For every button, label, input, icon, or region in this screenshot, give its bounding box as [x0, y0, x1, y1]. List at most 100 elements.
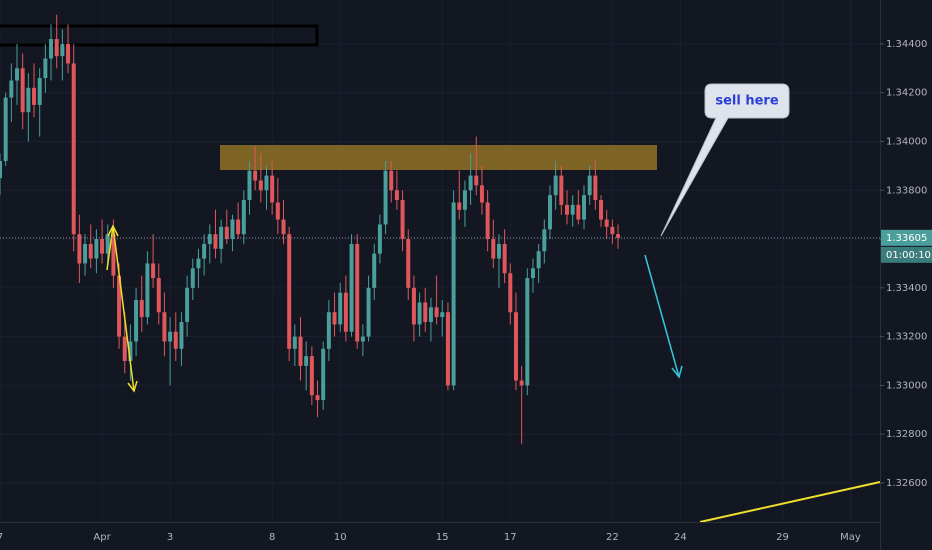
candle-body [457, 202, 462, 210]
x-tick-label: 29 [776, 532, 789, 543]
candle-body [338, 292, 343, 325]
candle-body [71, 63, 76, 235]
candle-body [236, 219, 241, 235]
candle-body [525, 278, 530, 386]
candle-body [230, 219, 235, 240]
candle-body [241, 200, 246, 235]
candle-body [553, 175, 558, 196]
candle-body [117, 275, 122, 337]
candle-body [275, 202, 280, 220]
x-tick-label: 7 [0, 532, 3, 543]
y-tick-label: 1.32600 [886, 478, 927, 489]
candle-body [485, 202, 490, 240]
countdown-box [881, 246, 932, 263]
y-tick-label: 1.32800 [886, 429, 927, 440]
candle-body [111, 234, 116, 276]
arrow-head [127, 380, 138, 393]
candle-body [616, 234, 621, 238]
candle-body [423, 302, 428, 322]
y-tick-label: 1.34000 [886, 136, 927, 147]
candle-body [343, 292, 348, 332]
candle-body [264, 175, 269, 191]
candle-body [258, 180, 263, 191]
candle-body [565, 204, 569, 215]
candle-body [332, 312, 337, 325]
candle-body [513, 312, 518, 381]
candle-body [139, 300, 144, 318]
candle-body [508, 273, 513, 313]
y-tick-label: 1.33200 [886, 332, 927, 343]
candle-body [372, 253, 377, 288]
resistance-zone [220, 145, 657, 170]
candle-body [434, 307, 439, 318]
candle-body [496, 243, 501, 259]
candle-body [202, 243, 207, 259]
candle-body [281, 219, 286, 235]
candle-body [468, 175, 473, 191]
candle-body [377, 224, 382, 254]
candle-body [100, 239, 105, 254]
candle-body [185, 287, 190, 322]
candle-body [213, 234, 218, 249]
candle-body [66, 43, 71, 64]
candle-body [292, 336, 297, 349]
candle-body [88, 243, 93, 259]
candle-body [593, 175, 598, 201]
candle-body [145, 263, 150, 318]
candle-body [190, 268, 195, 288]
candle-body [20, 68, 25, 113]
candle-body [134, 300, 139, 342]
candle-body [536, 251, 541, 269]
candle-body [128, 341, 133, 362]
x-tick-label: May [840, 532, 861, 543]
candle-body [530, 268, 535, 279]
candle-body [400, 200, 405, 240]
candle-body [298, 336, 303, 366]
countdown-label: 01:00:10 [886, 250, 931, 261]
candle-body [326, 312, 331, 349]
candle-body [168, 331, 173, 342]
candle-body [355, 243, 360, 342]
candle-body [417, 302, 422, 325]
x-tick-label: 10 [334, 532, 347, 543]
candle-body [247, 170, 252, 201]
candle-body [270, 175, 275, 203]
candle-body [440, 312, 445, 318]
candle-body [304, 356, 309, 366]
x-tick-label: 15 [436, 532, 449, 543]
candle-body [253, 170, 258, 181]
y-tick-label: 1.34200 [886, 88, 927, 99]
y-tick-label: 1.33400 [886, 283, 927, 294]
candle-body [151, 263, 156, 279]
candle-body [383, 170, 388, 225]
candle-body [3, 97, 8, 161]
candle-body [207, 234, 212, 244]
candle-body [599, 200, 604, 220]
candles [0, 14, 621, 444]
arrow-head [671, 365, 683, 379]
candle-body [162, 312, 167, 342]
y-tick-label: 1.33800 [886, 185, 927, 196]
candle-body [411, 287, 416, 325]
candle-body [77, 234, 82, 264]
candle-body [309, 356, 314, 396]
candle-body [366, 287, 371, 337]
candle-body [83, 243, 88, 264]
candle-body [394, 190, 399, 201]
x-tick-label: 22 [606, 532, 619, 543]
candle-body [542, 229, 547, 252]
candle-body [502, 243, 507, 274]
candle-body [491, 239, 496, 259]
y-tick-label: 1.33000 [886, 380, 927, 391]
candle-body [9, 80, 14, 98]
candle-body [15, 68, 20, 81]
x-tick-label: 24 [674, 532, 687, 543]
candle-body [559, 175, 564, 205]
candle-body [479, 185, 484, 203]
candle-body [519, 380, 524, 386]
candle-body [389, 170, 394, 191]
callout [660, 83, 790, 237]
candle-body [349, 243, 354, 332]
candle-body [406, 239, 411, 288]
